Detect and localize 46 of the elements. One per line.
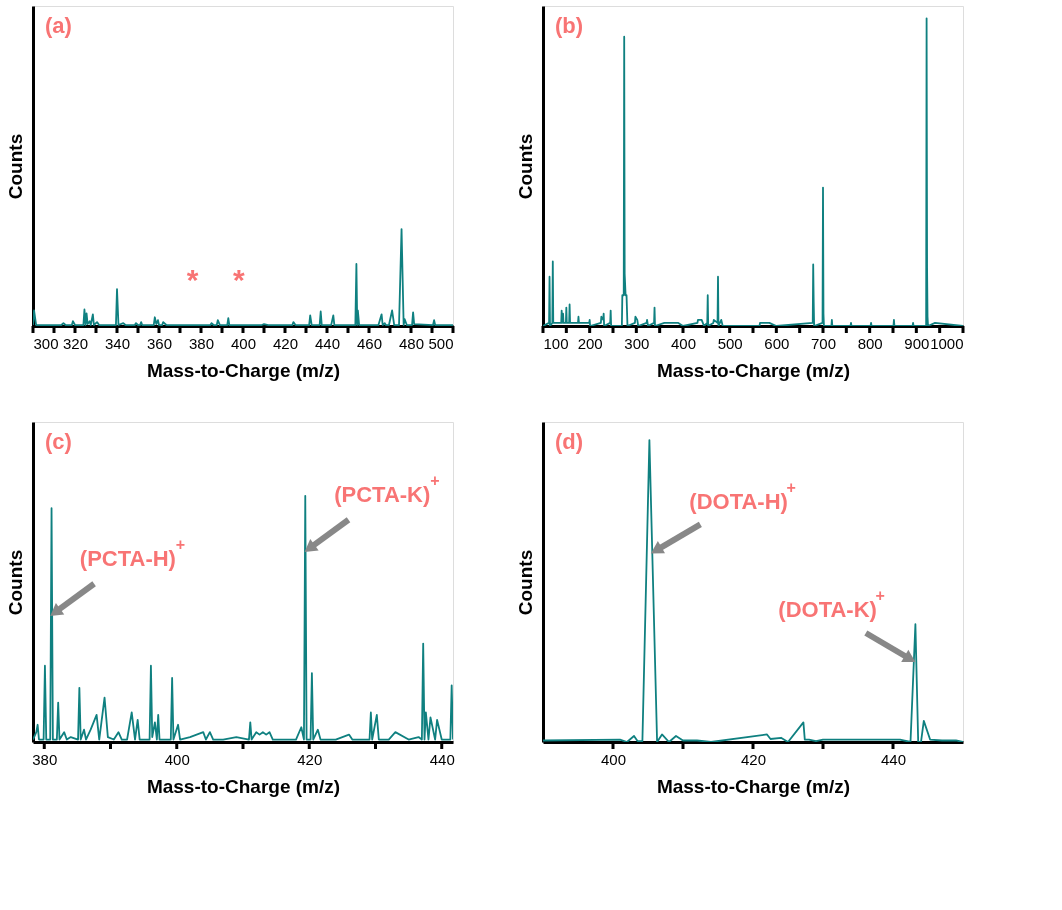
x-tick-label: 700: [810, 334, 837, 352]
x-tick-label: 440: [429, 750, 455, 768]
x-tick-label: 320: [62, 334, 89, 352]
annotation: (DOTA-H)+: [689, 478, 796, 514]
x-tick-label: 440: [314, 334, 341, 352]
y-axis-title: Counts: [4, 133, 26, 200]
x-tick-label: 360: [146, 334, 173, 352]
x-tick-label: 900: [904, 334, 930, 352]
x-tick-label: 500: [428, 334, 454, 352]
chart-title: (c): [45, 429, 72, 454]
x-tick-label: 400: [164, 750, 190, 768]
annotation: (PCTA-K)+: [334, 472, 440, 507]
chart-title: (d): [555, 429, 584, 454]
x-tick-label: 440: [880, 750, 907, 768]
x-tick-label: 420: [272, 334, 299, 352]
x-tick-label: 400: [600, 750, 627, 768]
y-axis-title: Counts: [514, 549, 536, 616]
x-axis-title: Mass-to-Charge (m/z): [146, 359, 341, 381]
x-axis-title: Mass-to-Charge (m/z): [656, 775, 851, 797]
x-tick-label: 300: [33, 334, 59, 352]
y-axis-title: Counts: [514, 133, 536, 200]
x-tick-label: 500: [717, 334, 743, 352]
x-axis-title: Mass-to-Charge (m/z): [656, 359, 851, 381]
x-tick-label: 100: [543, 334, 569, 352]
annotation: *: [186, 263, 199, 297]
x-axis-title: Mass-to-Charge (m/z): [146, 775, 341, 797]
x-tick-label: 400: [670, 334, 697, 352]
annotation: *: [232, 263, 245, 297]
x-tick-label: 300: [624, 334, 650, 352]
chart-title: (a): [45, 13, 72, 38]
x-tick-label: 200: [577, 334, 603, 352]
x-tick-label: 420: [297, 750, 323, 768]
x-tick-label: 380: [188, 334, 215, 352]
annotation: (PCTA-H)+: [79, 536, 186, 571]
x-tick-label: 400: [230, 334, 257, 352]
y-axis-title: Counts: [4, 549, 26, 616]
x-tick-label: 600: [764, 334, 790, 352]
annotation: (DOTA-K)+: [778, 587, 885, 623]
x-tick-label: 460: [356, 334, 383, 352]
x-tick-label: 420: [740, 750, 767, 768]
x-tick-label: 340: [104, 334, 131, 352]
x-tick-label: 380: [32, 750, 58, 768]
x-tick-label: 480: [398, 334, 425, 352]
x-tick-label: 800: [857, 334, 883, 352]
chart-title: (b): [555, 13, 584, 38]
x-tick-label: 1000: [930, 334, 964, 352]
